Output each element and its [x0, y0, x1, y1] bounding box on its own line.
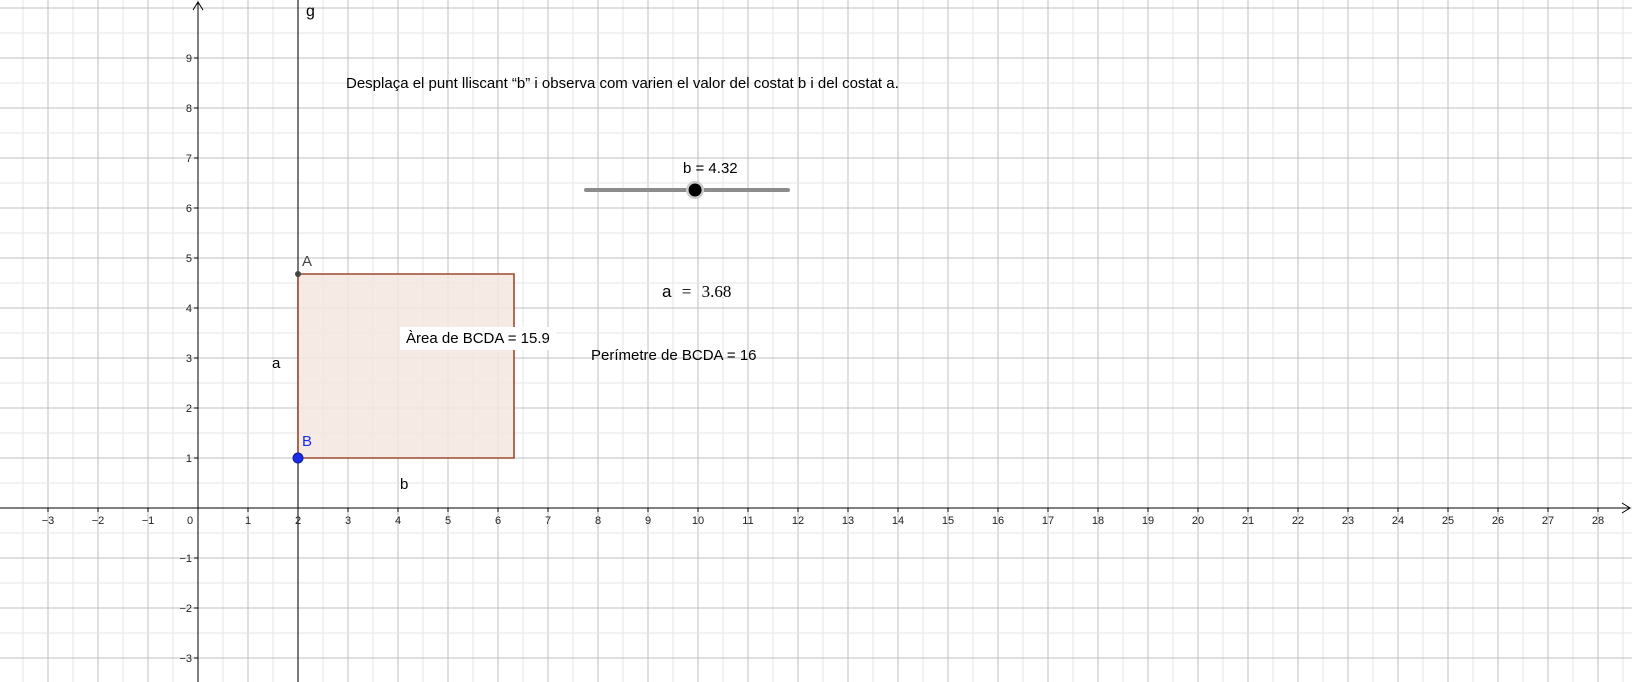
y-axis-arrow-icon: [192, 1, 204, 11]
y-tick-label: −1: [179, 553, 192, 565]
x-tick-label: 27: [1542, 515, 1554, 527]
y-tick-label: 8: [186, 103, 192, 115]
polygon-bcda[interactable]: [297, 273, 515, 459]
x-tick-label: 21: [1242, 515, 1254, 527]
y-tick-label: 3: [186, 353, 192, 365]
x-tick-label: 20: [1192, 515, 1204, 527]
x-tick-label: 1: [245, 515, 251, 527]
x-tick-label: 6: [495, 515, 501, 527]
point-a-label: A: [302, 253, 313, 270]
x-tick-label: 9: [645, 515, 651, 527]
x-tick-label: 13: [842, 515, 854, 527]
side-b-label: b: [400, 476, 409, 493]
y-tick-label: 5: [186, 253, 192, 265]
x-tick-label: −2: [92, 515, 105, 527]
a-value-equals: =: [681, 282, 692, 301]
x-tick-label: 7: [545, 515, 551, 527]
x-axis-arrow-icon: [1621, 502, 1631, 514]
line-g-label: g: [306, 3, 315, 20]
area-text: Àrea de BCDA = 15.9: [400, 327, 556, 350]
x-tick-label: 16: [992, 515, 1004, 527]
x-tick-label: 4: [395, 515, 401, 527]
x-tick-label: 12: [792, 515, 804, 527]
tick-labels: −3−2−11234567891011121314151617181920212…: [42, 53, 1604, 665]
y-tick-label: 9: [186, 53, 192, 65]
x-tick-label: 15: [942, 515, 954, 527]
x-tick-label: 24: [1392, 515, 1404, 527]
slider-label: b = 4.32: [683, 160, 738, 177]
y-tick-label: −3: [179, 653, 192, 665]
x-tick-label: 11: [742, 515, 753, 527]
side-a-label: a: [272, 355, 281, 372]
x-tick-label: 28: [1592, 515, 1604, 527]
x-tick-label: 22: [1292, 515, 1304, 527]
x-tick-label: 19: [1142, 515, 1154, 527]
y-tick-label: 1: [186, 453, 192, 465]
x-tick-label: 26: [1492, 515, 1504, 527]
x-tick-label: 3: [345, 515, 351, 527]
a-value-name: a: [662, 282, 672, 301]
x-tick-label: 8: [595, 515, 601, 527]
point-b[interactable]: [292, 452, 304, 464]
point-b-label: B: [302, 433, 313, 450]
origin-label: 0: [187, 515, 193, 527]
y-tick-label: 4: [186, 303, 192, 315]
slider-b[interactable]: [584, 181, 790, 199]
y-tick-label: −2: [179, 603, 192, 615]
x-tick-label: −3: [42, 515, 55, 527]
point-a[interactable]: [295, 271, 301, 277]
x-tick-label: 23: [1342, 515, 1354, 527]
instruction-text: Desplaça el punt lliscant “b” i observa …: [346, 75, 899, 92]
a-value-text: a = 3.68: [662, 282, 731, 302]
x-tick-label: 14: [892, 515, 904, 527]
y-tick-label: 7: [186, 153, 192, 165]
y-tick-label: 2: [186, 403, 192, 415]
x-tick-label: 25: [1442, 515, 1454, 527]
x-tick-label: −1: [142, 515, 155, 527]
x-tick-label: 18: [1092, 515, 1104, 527]
slider-knob[interactable]: [688, 183, 702, 197]
x-tick-label: 5: [445, 515, 451, 527]
x-tick-label: 17: [1042, 515, 1054, 527]
y-tick-label: 6: [186, 203, 192, 215]
perimeter-text: Perímetre de BCDA = 16: [591, 347, 757, 364]
a-value-number: 3.68: [701, 282, 732, 301]
x-tick-label: 10: [692, 515, 704, 527]
